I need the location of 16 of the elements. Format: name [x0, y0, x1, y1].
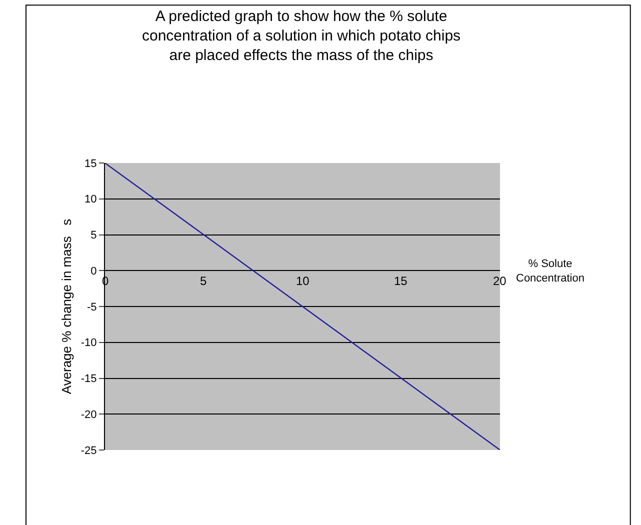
- y-tick-label: -25: [80, 444, 97, 457]
- y-tick-label: -15: [80, 373, 97, 386]
- y-tick-label: -5: [87, 301, 97, 314]
- y-tick-label: -10: [80, 337, 97, 350]
- x-tick-label: 20: [493, 274, 507, 288]
- x-axis-title: % Solute Concentration: [516, 258, 584, 284]
- y-tick-label: 0: [90, 265, 97, 278]
- x-tick-label: 10: [296, 274, 310, 288]
- y-axis-title: Average % change in mass s: [58, 218, 74, 394]
- x-tick-label: 5: [200, 274, 207, 288]
- chart-title: A predicted graph to show how the % solute concentration of a solution in which potato chips are placed effects the mass of the chips: [142, 8, 461, 64]
- x-tick-label: 15: [394, 274, 408, 288]
- y-tick-label: 10: [84, 194, 97, 206]
- y-tick-label: -20: [80, 408, 97, 421]
- y-tick-label: 15: [84, 158, 97, 170]
- y-tick-label: 5: [90, 230, 97, 242]
